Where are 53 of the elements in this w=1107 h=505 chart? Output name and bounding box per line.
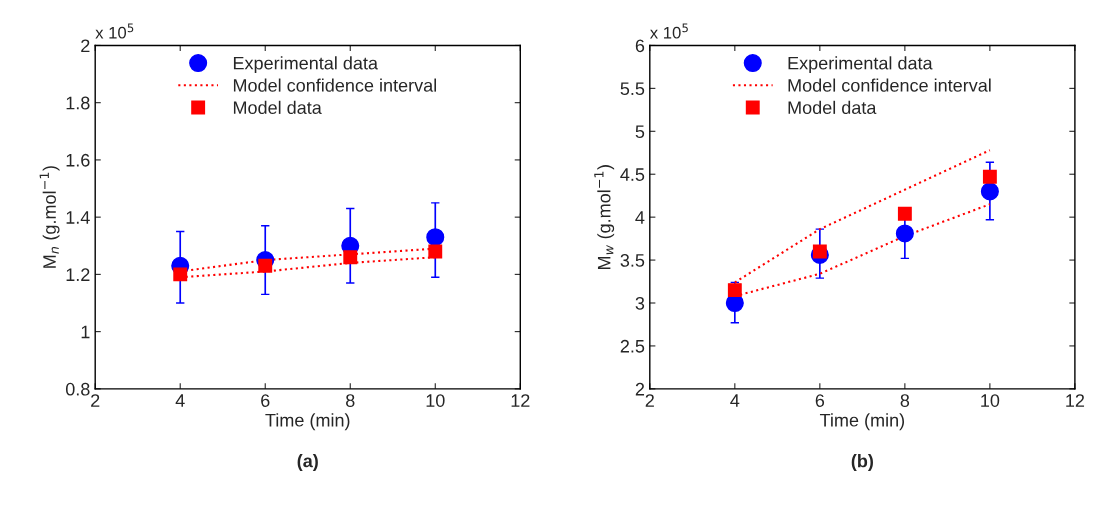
text: (b) xyxy=(851,454,873,471)
x-tick-label: 2 xyxy=(645,394,654,407)
y-tick-label: 3.5 xyxy=(620,254,645,267)
y-tick-label: 3 xyxy=(635,296,645,310)
y-tick-label: 6 xyxy=(635,39,645,53)
y-tick-label: 1.4 xyxy=(66,211,90,224)
y-tick-label: 5 xyxy=(635,125,645,139)
y-axis-title: M$_{n}$ (g.mol$^{−1}$) xyxy=(39,166,60,268)
y-axis-title: M$_{w}$ (g.mol$^{−1}$) xyxy=(594,165,615,270)
point xyxy=(428,244,443,259)
point xyxy=(727,283,742,298)
text: (a) xyxy=(297,454,318,471)
x-tick-label: 10 xyxy=(981,394,1000,407)
y-tick-label: 0.8 xyxy=(65,382,90,396)
legend-label: Experimental data xyxy=(233,56,378,74)
y-tick-label: 1.8 xyxy=(66,96,90,110)
legend-label: Model data xyxy=(233,100,322,115)
text: x 10$^{5}$ xyxy=(95,23,134,39)
y-tick-label: 4.5 xyxy=(620,168,645,181)
x-tick-label: 2 xyxy=(91,394,100,407)
x-tick-label: 12 xyxy=(1066,394,1085,407)
point xyxy=(982,169,997,184)
x-tick-label: 4 xyxy=(175,394,185,407)
x-tick-label: 6 xyxy=(261,394,270,407)
y-tick-label: 1.6 xyxy=(66,153,90,167)
x-tick-label: 8 xyxy=(900,394,910,407)
point xyxy=(343,250,358,265)
point xyxy=(980,182,999,201)
y-tick-label: 2 xyxy=(635,382,645,396)
x-tick-label: 8 xyxy=(346,394,355,407)
legend-label: Model confidence interval xyxy=(233,78,436,92)
legend-label: Model data xyxy=(788,100,877,115)
point xyxy=(173,267,188,282)
x-tick-label: 10 xyxy=(426,394,445,407)
point xyxy=(426,228,445,247)
text: x 10$^{5}$ xyxy=(650,23,688,39)
y-tick-label: 1.2 xyxy=(66,268,90,281)
legend-label: Model confidence interval xyxy=(788,78,991,92)
y-tick-label: 5.5 xyxy=(620,82,645,96)
x-axis-title: Time (min) xyxy=(819,413,905,431)
y-tick-label: 1 xyxy=(81,325,90,339)
legend-label: Experimental data xyxy=(788,56,933,74)
y-tick-label: 4 xyxy=(635,211,645,224)
point xyxy=(897,206,912,221)
y-tick-label: 2 xyxy=(81,39,90,52)
x-axis-title: Time (min) xyxy=(265,413,350,431)
point xyxy=(258,258,273,273)
point xyxy=(812,244,827,259)
x-tick-label: 4 xyxy=(730,394,740,407)
point xyxy=(895,224,914,243)
x-tick-label: 6 xyxy=(815,394,825,407)
y-tick-label: 2.5 xyxy=(620,339,645,353)
x-tick-label: 12 xyxy=(511,394,530,407)
